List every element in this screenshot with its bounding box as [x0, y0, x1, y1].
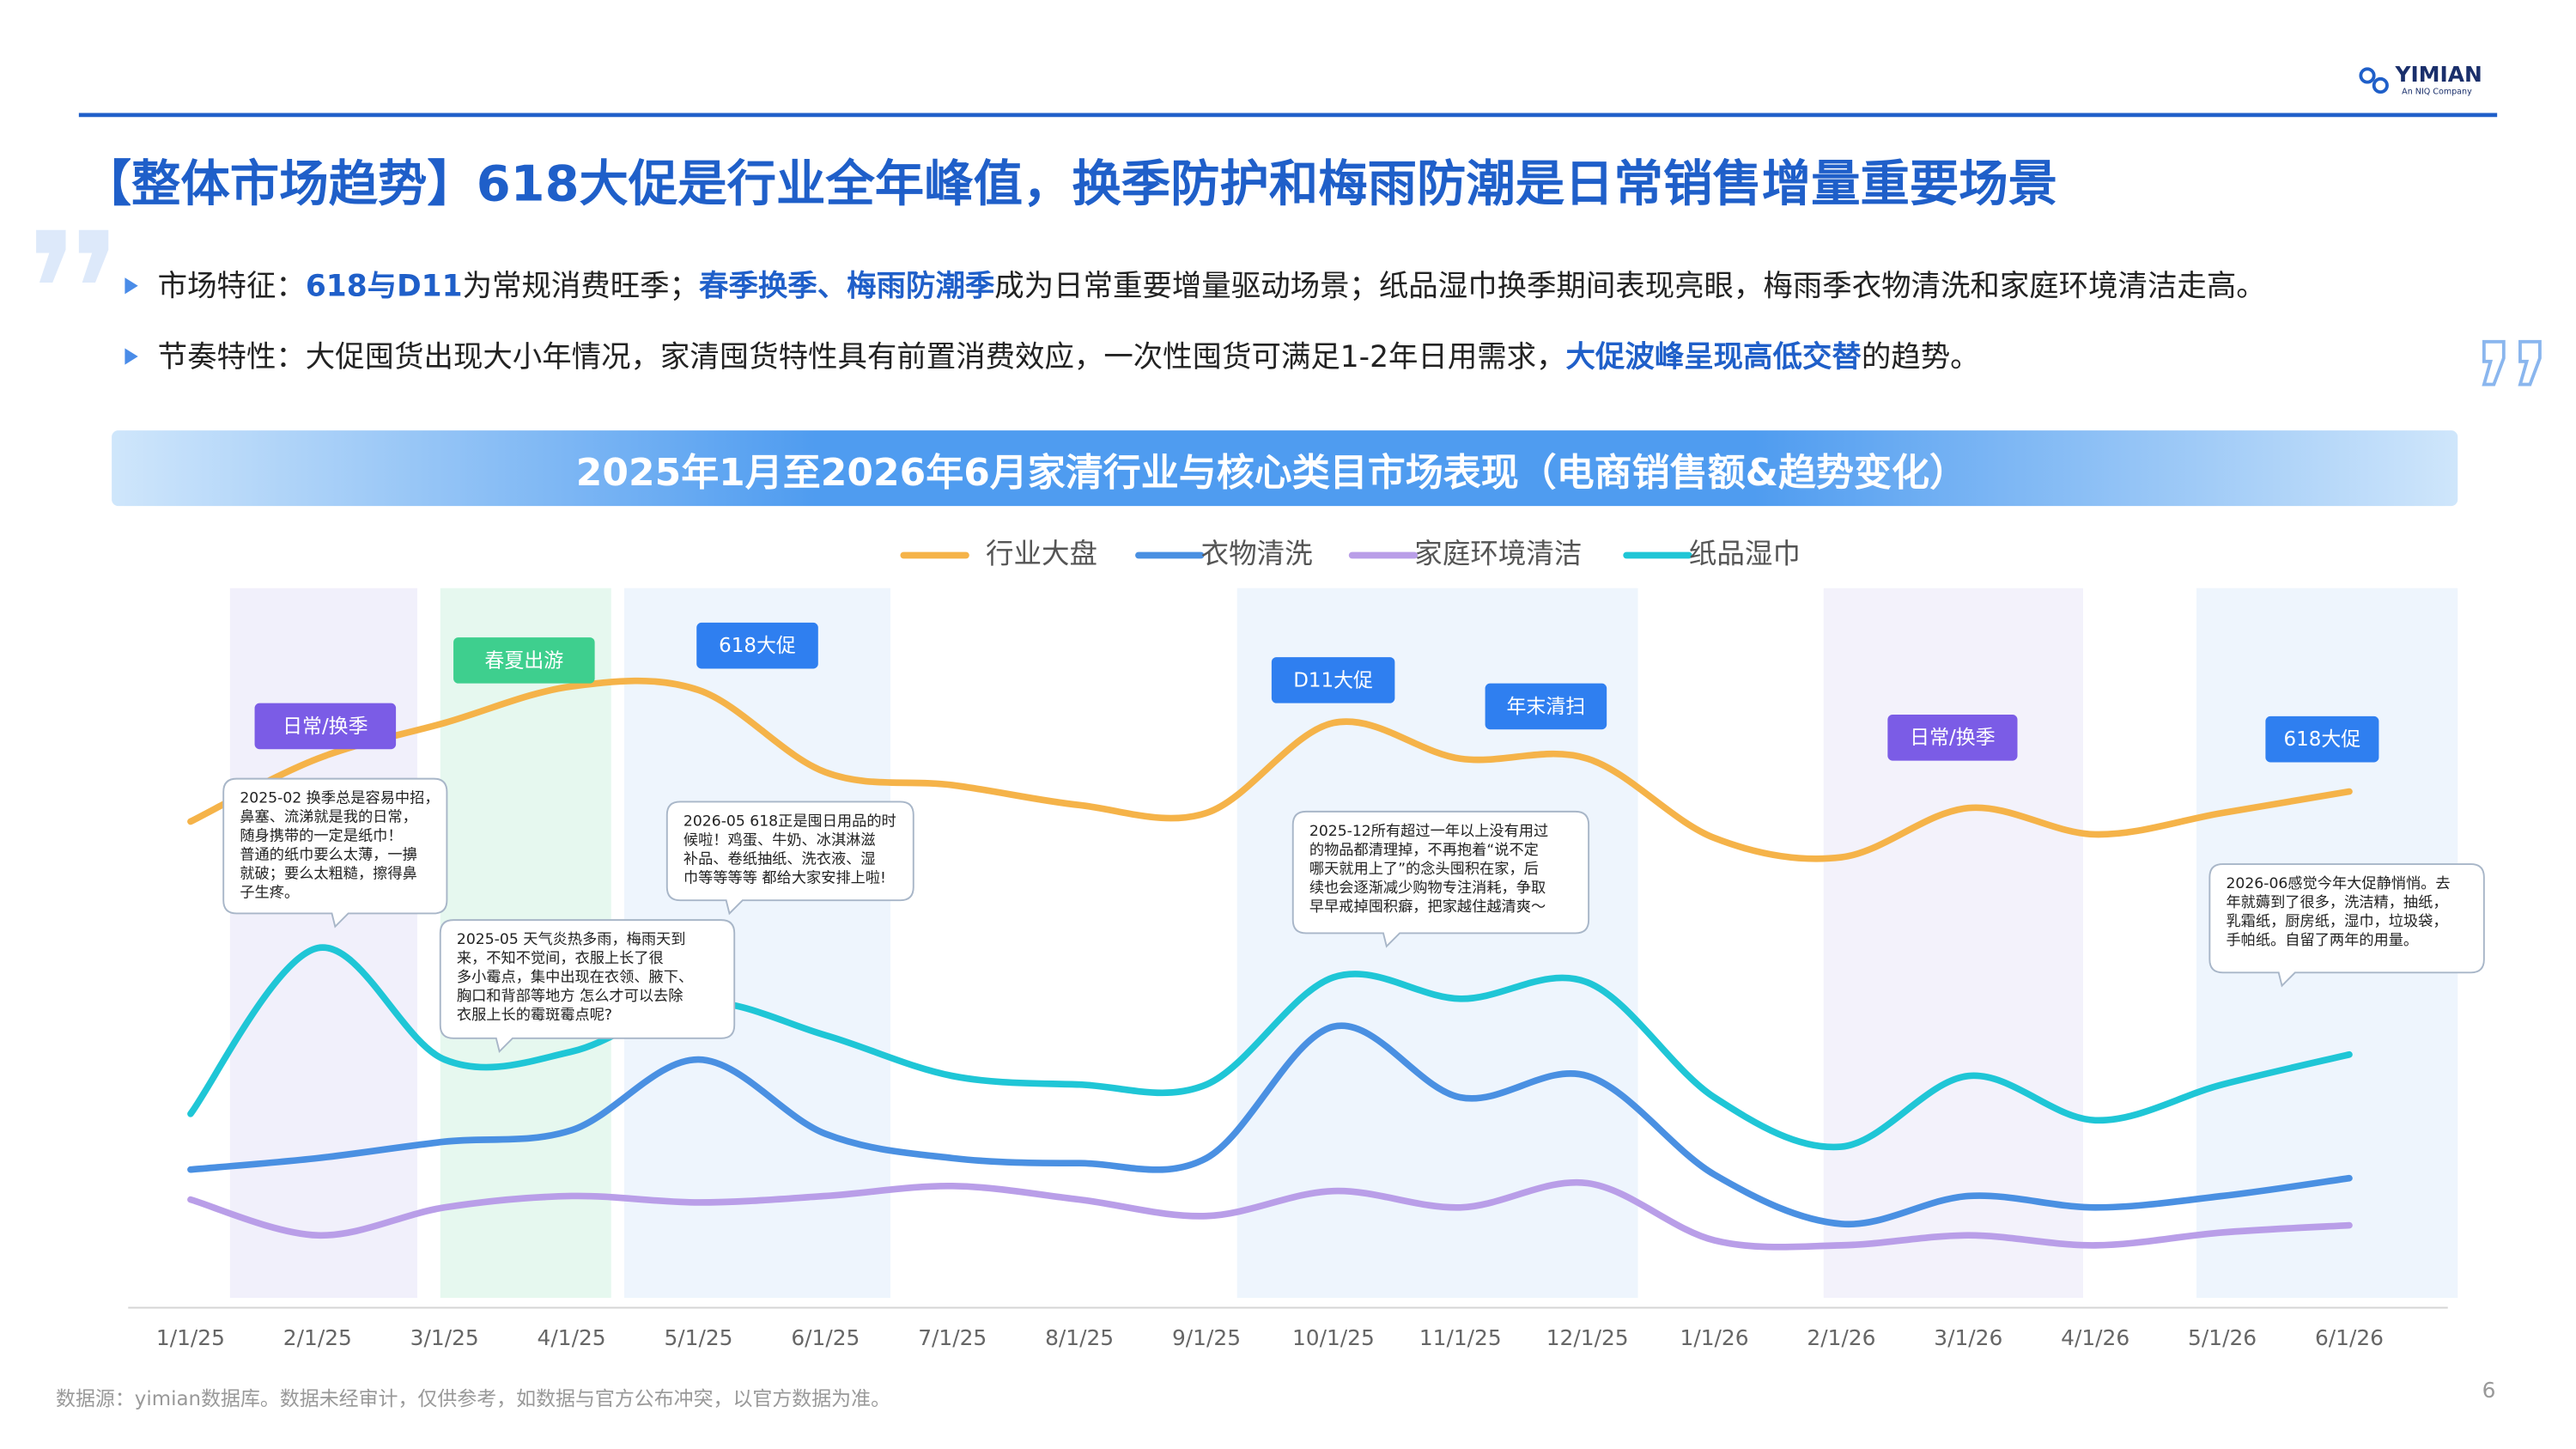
x-tick-label: 6/1/25 — [791, 1325, 860, 1350]
comment-bubble — [222, 777, 448, 928]
comment-text: 多小霉点，集中出现在衣领、腋下、 — [457, 969, 693, 986]
comment-text: 普通的纸巾要么太薄，一擤 — [240, 847, 416, 864]
bullet-segment: 市场特征： — [158, 269, 306, 303]
comment-text: 巾等等等等 都给大家安排上啦! — [683, 869, 886, 886]
series-line — [187, 677, 2353, 862]
logo-name: YIMIAN — [2395, 62, 2482, 87]
legend-label: 行业大盘 — [986, 537, 1097, 569]
event-tag — [1485, 683, 1607, 730]
comment-text: 候啦！鸡蛋、牛奶、冰淇淋滋 — [683, 831, 876, 849]
event-tag-label: 日常/换季 — [1910, 727, 1996, 749]
comment-text: 来，不知不觉间，衣服上长了很 — [457, 950, 664, 967]
bullet-segment: 为常规消费旺季； — [463, 269, 699, 303]
event-tag — [2265, 715, 2379, 763]
comment-bubble — [439, 919, 736, 1053]
legend-label: 衣物清洗 — [1201, 537, 1313, 569]
comment-text: 鼻塞、流涕就是我的日常， — [240, 809, 416, 826]
comment-bubble — [1291, 810, 1590, 948]
event-tag — [696, 622, 818, 669]
event-tag-label: D11大促 — [1293, 669, 1373, 691]
event-tag — [453, 637, 595, 684]
source-note: 数据源：yimian数据库。数据未经审计，仅供参考，如数据与官方公布冲突，以官方… — [56, 1388, 890, 1410]
bullet-segment: 的趋势。 — [1862, 339, 1980, 374]
comment-text: 随身携带的一定是纸巾！ — [240, 828, 402, 845]
comment-text: 的物品都清理掉，不再抱着“说不定 — [1309, 842, 1539, 859]
event-tag-label: 春夏出游 — [484, 649, 563, 672]
x-tick-label: 3/1/25 — [410, 1325, 479, 1350]
logo-mark — [2359, 67, 2376, 84]
x-tick-label: 4/1/25 — [538, 1325, 606, 1350]
x-tick-label: 2/1/25 — [283, 1325, 352, 1350]
event-tag-label: 618大促 — [2284, 728, 2361, 751]
period-band — [1823, 588, 2084, 1299]
comment-text: 2026-06感觉今年大促静悄悄。去 — [2226, 875, 2450, 892]
x-tick-label: 1/1/25 — [156, 1325, 225, 1350]
legend-label: 家庭环境清洁 — [1414, 537, 1582, 569]
logo-tagline: An NIQ Company — [2402, 88, 2472, 97]
x-tick-label: 8/1/25 — [1045, 1325, 1114, 1350]
comment-text: 哪天就用上了”的念头囤积在家，后 — [1309, 860, 1539, 878]
comment-text: 乳霜纸，厨房纸，湿巾，垃圾袋， — [2226, 913, 2447, 930]
series-line — [187, 1178, 2353, 1251]
x-tick-label: 5/1/26 — [2188, 1325, 2257, 1350]
x-tick-label: 9/1/25 — [1172, 1325, 1241, 1350]
comment-text: 2026-05 618正是囤日用品的时 — [683, 813, 896, 830]
series-line — [187, 1022, 2353, 1228]
comment-text: 子生疼。 — [240, 885, 299, 902]
event-tag-label: 618大促 — [719, 635, 796, 657]
x-tick-label: 7/1/25 — [918, 1325, 987, 1350]
x-tick-label: 2/1/26 — [1807, 1325, 1875, 1350]
comment-text: 补品、卷纸抽纸、洗衣液、湿 — [683, 850, 876, 868]
page-number: 6 — [2482, 1378, 2496, 1403]
x-tick-label: 10/1/25 — [1292, 1325, 1375, 1350]
legend-label: 纸品湿巾 — [1689, 537, 1801, 569]
bullet-highlight: 春季换季、梅雨防潮季 — [699, 269, 995, 303]
event-tag-label: 年末清扫 — [1506, 696, 1585, 718]
bullet-marker — [125, 277, 138, 295]
page-title: 【整体市场趋势】618大促是行业全年峰值，换季防护和梅雨防潮是日常销售增量重要场… — [82, 155, 2057, 213]
quote-open — [36, 229, 109, 283]
chart-title-bar — [112, 430, 2458, 507]
x-tick-label: 1/1/26 — [1680, 1325, 1749, 1350]
comment-text: 2025-02 换季总是容易中招， — [240, 790, 439, 807]
plot: 1/1/25 2/1/25 3/1/25 4/1/25 5/1/25 6/1/25 7/1/… — [128, 537, 2485, 1350]
event-tag — [254, 703, 397, 750]
series-line — [187, 944, 2353, 1151]
bullet-text: 节奏特性：大促囤货出现大小年情况，家清囤货特性具有前置消费效应，一次性囤货可满足… — [158, 339, 1980, 374]
x-tick-label: 5/1/25 — [664, 1325, 732, 1350]
comment-text: 续也会逐渐减少购物专注消耗，争取 — [1309, 880, 1546, 897]
comment-text: 手帕纸。自留了两年的用量。 — [2226, 932, 2418, 949]
comment-text: 就破；要么太粗糙，擦得鼻 — [240, 866, 416, 883]
bullet-segment: 成为日常重要增量驱动场景；纸品湿巾换季期间表现亮眼，梅雨季衣物清洗和家庭环境清洁… — [994, 269, 2265, 303]
bullet-marker — [125, 348, 138, 365]
event-tag — [1271, 657, 1395, 703]
bullet-text: 市场特征：618与D11为常规消费旺季；春季换季、梅雨防潮季成为日常重要增量驱动… — [158, 269, 2266, 303]
x-tick-label: 11/1/25 — [1419, 1325, 1502, 1350]
period-band — [229, 588, 417, 1299]
bullet-highlight: 618与D11 — [306, 269, 463, 303]
logo-mark — [2372, 76, 2389, 94]
logo: YIMIAN An NIQ Company — [2359, 62, 2482, 97]
comment-text: 2025-05 天气炎热多雨，梅雨天到 — [457, 931, 686, 948]
comment-text: 早早戒掉囤积癖，把家越住越清爽～ — [1309, 898, 1546, 916]
bullet-segment: 节奏特性：大促囤货出现大小年情况，家清囤货特性具有前置消费效应，一次性囤货可满足… — [158, 339, 1566, 374]
chart-title: 2025年1月至2026年6月家清行业与核心类目市场表现（电商销售额&趋势变化） — [576, 451, 1967, 495]
event-tag — [1887, 715, 2018, 761]
x-tick-label: 6/1/26 — [2315, 1325, 2384, 1350]
bullet-highlight: 大促波峰呈现高低交替 — [1566, 339, 1862, 374]
comment-bubble — [2208, 863, 2485, 988]
quote-close — [2482, 339, 2542, 387]
comment-text: 胸口和背部等地方 怎么才可以去除 — [457, 988, 683, 1005]
comment-text: 年就薅到了很多，洗洁精，抽纸， — [2226, 894, 2447, 911]
event-tag-label: 日常/换季 — [283, 715, 368, 738]
x-tick-label: 4/1/26 — [2061, 1325, 2129, 1350]
x-tick-label: 12/1/25 — [1546, 1325, 1629, 1350]
x-tick-label: 3/1/26 — [1934, 1325, 2002, 1350]
comment-text: 2025-12所有超过一年以上没有用过 — [1309, 823, 1548, 840]
comment-bubble — [665, 801, 914, 916]
comment-text: 衣服上长的霉斑霉点呢? — [457, 1007, 612, 1024]
